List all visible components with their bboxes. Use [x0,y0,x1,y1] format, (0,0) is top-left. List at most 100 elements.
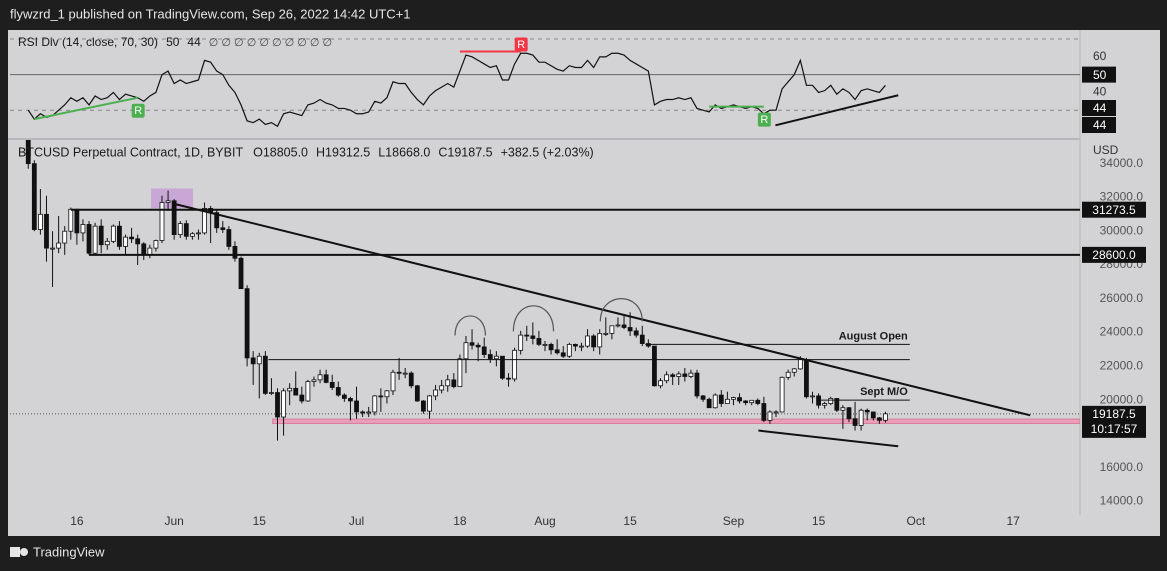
candle-body [317,374,323,381]
candle-body [50,247,55,250]
candle-body [202,208,207,234]
candle-body [621,324,627,328]
rsi-pane [10,38,1080,128]
ohlc-value: O18805.0 [253,145,308,159]
candle-body [183,223,189,237]
candle-body [414,385,420,402]
candle-body [572,343,578,347]
candle-body [609,325,615,334]
candle-body [372,395,378,413]
candle-body [554,349,560,354]
x-tick-label: Oct [907,514,926,528]
candle-body [670,374,676,377]
candle-body [712,394,718,409]
y-tick-label: 32000.0 [1100,190,1144,204]
candle-body [262,355,268,394]
candle-body [804,359,809,398]
candle-body [512,349,518,380]
divergence-label: R [760,114,768,126]
candle-body [80,224,86,234]
y-tick-label: 22000.0 [1100,359,1144,373]
rsi-badge [1082,66,1116,83]
candle-body [749,399,755,404]
candle-body [797,359,803,370]
candle-body [68,208,74,232]
candle-body [25,140,31,165]
candle-body [615,324,621,327]
x-tick-label: 15 [253,514,267,528]
candle-body [627,327,633,332]
price-badge-label: 31273.5 [1092,203,1136,217]
candle-body [177,223,183,235]
candle-body [123,236,128,247]
candle-body [129,236,134,240]
candle-body [408,372,414,387]
candle-body [293,387,299,396]
candle-body [117,225,122,247]
candle-body [883,413,888,421]
candle-body [329,381,335,388]
candle-body [688,372,694,377]
arc-drawing [512,305,555,332]
divergence-badge [514,37,528,52]
x-tick-label: Sep [723,514,745,528]
candle-body [311,379,317,382]
x-tick-label: 16 [70,514,84,528]
candle-body [518,334,524,351]
tv-logo [10,547,28,557]
candle-body [390,371,396,392]
candle-body [451,379,457,388]
candle-body [475,344,481,348]
x-tick-label: 15 [623,514,637,528]
candle-body [755,399,761,404]
y-tick-label: 14000.0 [1100,494,1144,508]
rsi-badge-label: 44 [1093,118,1107,132]
chart-area [8,30,1160,536]
candle-body [44,213,49,249]
y-tick-label: 26000.0 [1100,291,1144,305]
candle-body [141,243,147,256]
candle-body [500,355,505,379]
candle-body [226,229,232,247]
candle-body [37,213,43,230]
candle-body [791,368,797,373]
candle-body [275,392,280,418]
candle-body [299,394,305,402]
price-pane: August Open Sept M/O [10,140,1080,448]
candle-body [828,398,834,404]
y-tick-label: 24000.0 [1100,325,1144,339]
candle-body [354,400,359,413]
candle-body [810,395,815,398]
trendline [172,202,1031,417]
price-badge-label: 28600.0 [1092,248,1136,262]
header: flywzrd_1 published on TradingView.com, … [10,6,410,21]
candle-body [341,394,347,399]
candle-body [74,208,80,234]
candle-body [700,395,706,400]
candle-body [731,397,736,400]
candle-body [98,225,104,246]
candle-body [852,418,858,426]
x-tick-label: 15 [812,514,826,528]
candle-body [566,343,572,357]
candle-body [31,163,37,230]
candle-body [785,371,791,378]
candle-body [743,400,749,404]
ohlc-value: L18668.0 [378,145,430,159]
divergence-label: R [134,105,142,117]
candle-body [493,355,499,360]
trendline [758,429,899,448]
candle-body [633,330,639,336]
candle-body [579,345,584,348]
footer: TradingView [33,544,105,559]
candle-body [256,355,262,365]
divergence-badge [757,112,771,127]
candle-body [196,232,201,235]
ohlc-value: C19187.5 [438,145,492,159]
candle-body [822,403,828,406]
candle-body [86,224,92,254]
last-price-label: 19187.5 [1092,407,1136,421]
y-tick-label: 30000.0 [1100,223,1144,237]
candle-body [767,411,773,421]
rsi-legend-value: 50 [166,35,180,49]
